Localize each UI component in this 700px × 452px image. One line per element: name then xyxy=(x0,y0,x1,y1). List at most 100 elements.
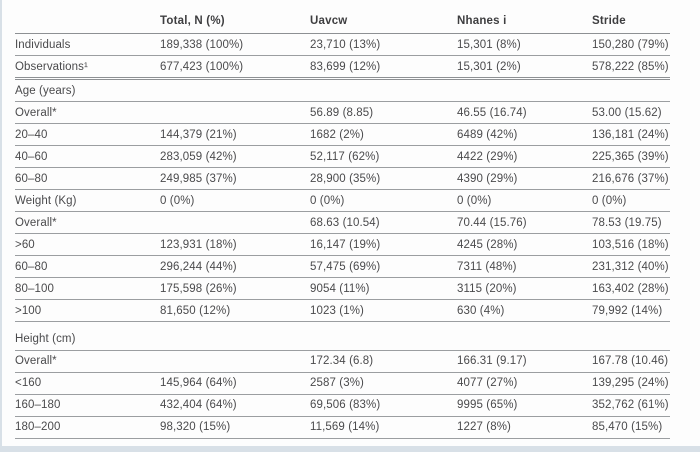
cell-stride: 578,222 (85%) xyxy=(592,60,669,73)
table-row: >60 123,931 (18%) 16,147 (19%) 4245 (28%… xyxy=(15,234,670,256)
cell-stride: 79,992 (14%) xyxy=(592,304,663,317)
cell-uavcw: 57,475 (69%) xyxy=(310,260,381,273)
row-label: 60–80 xyxy=(15,172,48,185)
cell-uavcw: 56.89 (8.85) xyxy=(310,106,374,119)
table-row: 180–200 98,320 (15%) 11,569 (14%) 1227 (… xyxy=(15,416,670,438)
cell-total xyxy=(160,79,310,102)
cell-nhanes: 3115 (20%) xyxy=(457,282,517,295)
cell-nhanes: 9995 (65%) xyxy=(457,399,518,411)
row-label: Age (years) xyxy=(15,84,76,97)
cell-uavcw xyxy=(310,322,457,351)
column-header-uavcw: Uavcw xyxy=(310,15,348,27)
cell-nhanes: 6489 (42%) xyxy=(457,128,518,141)
cell-stride: 0 (0%) xyxy=(592,194,627,207)
row-label: 60–80 xyxy=(15,260,48,273)
table-row: 80–100 175,598 (26%) 9054 (11%) 3115 (20… xyxy=(15,278,670,300)
cell-stride: 103,516 (18%) xyxy=(592,238,669,251)
cell-total xyxy=(160,350,310,372)
cell-nhanes: 1227 (8%) xyxy=(457,421,511,433)
cell-total: 249,985 (37%) xyxy=(160,172,237,185)
row-label: 80–100 xyxy=(15,282,54,295)
cell-uavcw: 1023 (1%) xyxy=(310,304,364,317)
cell-uavcw: 69,506 (83%) xyxy=(310,399,381,411)
table-row: >100 81,650 (12%) 1023 (1%) 630 (4%) 79,… xyxy=(15,300,670,322)
row-label: Weight (Kg) xyxy=(15,194,77,207)
cell-uavcw: 2587 (3%) xyxy=(310,377,364,389)
table-row: 160–180 432,404 (64%) 69,506 (83%) 9995 … xyxy=(15,394,670,416)
cell-nhanes: 15,301 (2%) xyxy=(457,60,521,73)
table-row: Weight (Kg) 0 (0%) 0 (0%) 0 (0%) 0 (0%) xyxy=(15,190,670,212)
cohort-summary-table: Total, N (%) Uavcw Nhanes i Stride Indiv… xyxy=(15,8,670,439)
cell-nhanes xyxy=(457,79,592,102)
cell-uavcw: 172.34 (6.8) xyxy=(310,355,374,367)
table-row: Individuals 189,338 (100%) 23,710 (13%) … xyxy=(15,34,670,56)
cell-nhanes: 630 (4%) xyxy=(457,304,505,317)
cell-nhanes: 4077 (27%) xyxy=(457,377,518,389)
row-label: 180–200 xyxy=(15,421,61,433)
cell-stride: 136,181 (24%) xyxy=(592,128,669,141)
table-row: Height (cm) xyxy=(15,322,670,351)
row-label: Individuals xyxy=(15,38,71,51)
row-label: Overall* xyxy=(15,106,57,119)
cell-total: 283,059 (42%) xyxy=(160,150,237,163)
cell-total: 0 (0%) xyxy=(160,194,195,207)
cell-nhanes xyxy=(457,322,592,351)
row-label: Observations¹ xyxy=(15,60,88,73)
cell-total: 145,964 (64%) xyxy=(160,377,237,389)
table-row: 40–60 283,059 (42%) 52,117 (62%) 4422 (2… xyxy=(15,146,670,168)
cell-stride: 163,402 (28%) xyxy=(592,282,669,295)
cell-stride: 231,312 (40%) xyxy=(592,260,669,273)
column-header-label xyxy=(15,8,160,34)
cell-uavcw: 23,710 (13%) xyxy=(310,38,381,51)
table-row: Observations¹ 677,423 (100%) 83,699 (12%… xyxy=(15,56,670,79)
cell-total: 98,320 (15%) xyxy=(160,421,231,433)
cell-uavcw xyxy=(310,79,457,102)
cell-nhanes: 7311 (48%) xyxy=(457,260,517,273)
table-row: 20–40 144,379 (21%) 1682 (2%) 6489 (42%)… xyxy=(15,124,670,146)
cell-uavcw: 28,900 (35%) xyxy=(310,172,381,185)
cell-stride: 352,762 (61%) xyxy=(592,399,669,411)
cell-total xyxy=(160,102,310,124)
cell-uavcw: 68.63 (10.54) xyxy=(310,216,380,229)
cell-uavcw: 9054 (11%) xyxy=(310,282,370,295)
table-row: 60–80 249,985 (37%) 28,900 (35%) 4390 (2… xyxy=(15,168,670,190)
row-label: <160 xyxy=(15,377,42,389)
cell-uavcw: 1682 (2%) xyxy=(310,128,364,141)
row-label: 20–40 xyxy=(15,128,48,141)
table-row: Age (years) xyxy=(15,79,670,102)
cell-nhanes: 4245 (28%) xyxy=(457,238,518,251)
cell-total: 144,379 (21%) xyxy=(160,128,237,141)
cell-total: 189,338 (100%) xyxy=(160,38,244,51)
header-row: Total, N (%) Uavcw Nhanes i Stride xyxy=(15,8,670,34)
cell-uavcw: 16,147 (19%) xyxy=(310,238,381,251)
cell-nhanes: 4422 (29%) xyxy=(457,150,518,163)
cell-stride: 78.53 (19.75) xyxy=(592,216,662,229)
cell-uavcw: 0 (0%) xyxy=(310,194,345,207)
cell-total xyxy=(160,212,310,234)
table-row: 60–80 296,244 (44%) 57,475 (69%) 7311 (4… xyxy=(15,256,670,278)
cell-total: 123,931 (18%) xyxy=(160,238,237,251)
cell-total: 296,244 (44%) xyxy=(160,260,237,273)
cell-total: 677,423 (100%) xyxy=(160,60,244,73)
cell-total xyxy=(160,322,310,351)
cell-nhanes: 46.55 (16.74) xyxy=(457,106,527,119)
cell-stride: 167.78 (10.46) xyxy=(592,355,669,367)
cell-uavcw: 52,117 (62%) xyxy=(310,150,380,163)
row-label: Height (cm) xyxy=(15,333,76,345)
table-row: Overall* 56.89 (8.85) 46.55 (16.74) 53.0… xyxy=(15,102,670,124)
column-header-nhanes: Nhanes i xyxy=(457,15,507,27)
column-header-total: Total, N (%) xyxy=(160,15,225,27)
table-header: Total, N (%) Uavcw Nhanes i Stride xyxy=(15,8,670,34)
row-label: 40–60 xyxy=(15,150,48,163)
cell-uavcw: 83,699 (12%) xyxy=(310,60,381,73)
cell-stride: 139,295 (24%) xyxy=(592,377,669,389)
row-label: 160–180 xyxy=(15,399,61,411)
table-body: Individuals 189,338 (100%) 23,710 (13%) … xyxy=(15,34,670,438)
cell-total: 432,404 (64%) xyxy=(160,399,237,411)
cell-stride xyxy=(592,79,670,102)
cell-stride: 150,280 (79%) xyxy=(592,38,669,51)
cell-total: 81,650 (12%) xyxy=(160,304,231,317)
cell-nhanes: 15,301 (8%) xyxy=(457,38,521,51)
cell-nhanes: 70.44 (15.76) xyxy=(457,216,527,229)
